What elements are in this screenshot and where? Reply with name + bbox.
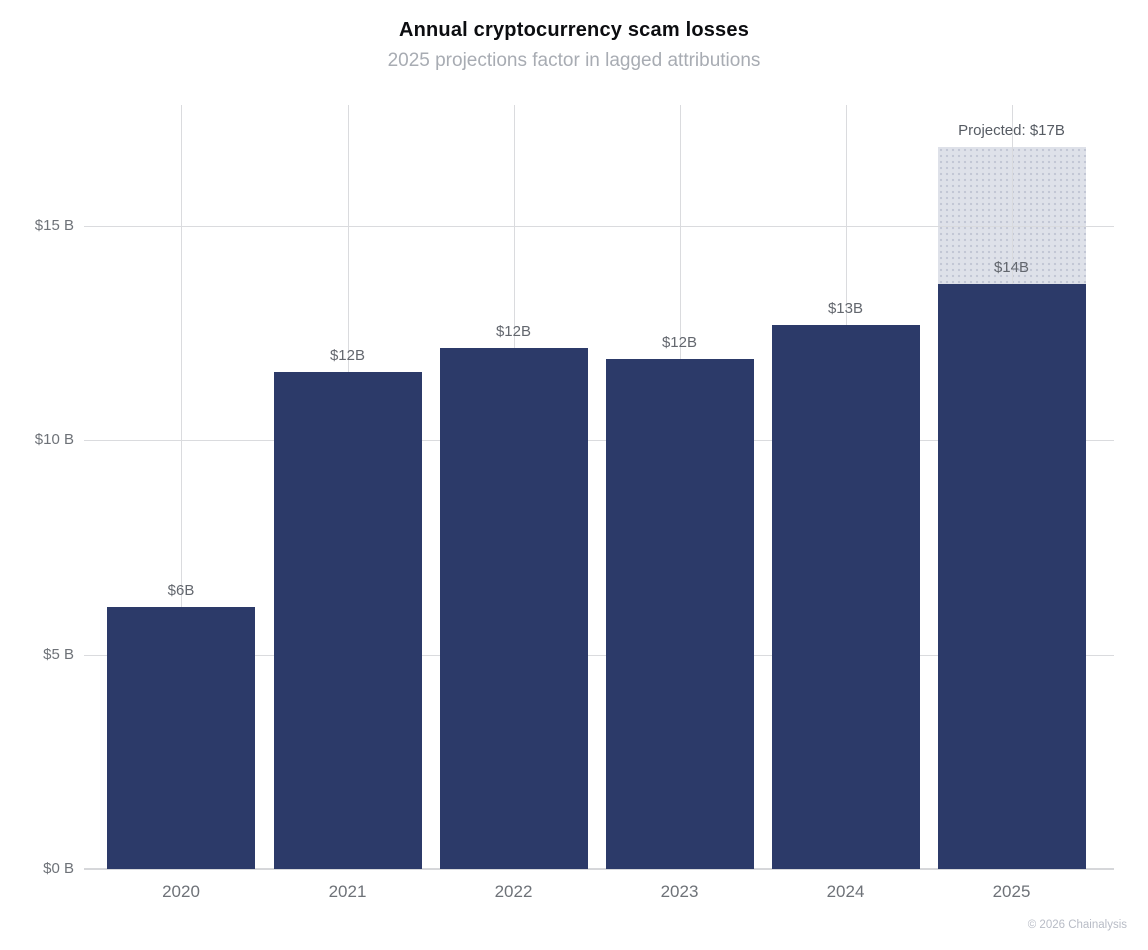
h-gridline-5B <box>84 654 1114 656</box>
x-axis-year-label-2021: 2021 <box>328 882 367 901</box>
chart-title: Annual cryptocurrency scam losses <box>398 19 750 41</box>
bar-value-label-2025: $14B <box>993 258 1030 276</box>
bar-2021 <box>273 371 422 869</box>
bar-2023 <box>605 358 754 869</box>
bar-value-label-2020: $6B <box>167 582 195 600</box>
v-gridline-2020 <box>181 105 182 869</box>
bar-value-label-2024: $13B <box>827 299 864 317</box>
h-gridline-10B <box>84 440 1114 442</box>
y-axis-tick-label-0B: $0 B <box>43 860 74 877</box>
x-axis-year-label-2024: 2024 <box>826 882 865 901</box>
bar-2024 <box>771 324 920 869</box>
projected-value-label: Projected: $17B <box>958 121 1065 139</box>
x-axis-year-label-2023: 2023 <box>660 882 699 901</box>
x-axis-line <box>84 868 1114 870</box>
bar-2020 <box>107 607 255 869</box>
bar-value-label-2023: $12B <box>661 333 698 351</box>
bar-2022 <box>439 348 588 869</box>
copyright-credit: © 2026 Chainalysis <box>1027 919 1127 931</box>
x-axis-year-label-2022: 2022 <box>494 882 533 901</box>
x-axis-year-label-2025: 2025 <box>992 882 1031 901</box>
y-axis-tick-label-5B: $5 B <box>43 645 74 663</box>
h-gridline-15B <box>84 225 1114 227</box>
bar-value-label-2021: $12B <box>329 346 366 364</box>
bar-2025 <box>937 283 1086 869</box>
chart-subtitle: 2025 projections factor in lagged attrib… <box>387 50 761 71</box>
bar-value-label-2022: $12B <box>495 323 532 341</box>
y-axis-tick-label-10B: $10 B <box>34 431 74 449</box>
y-axis-tick-label-15B: $15 B <box>34 216 74 234</box>
x-axis-year-label-2020: 2020 <box>162 882 200 901</box>
